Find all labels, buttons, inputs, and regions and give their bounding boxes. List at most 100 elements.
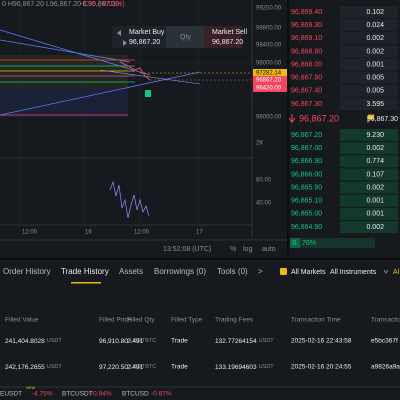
time-tick: 17	[196, 230, 203, 236]
auto-toggle[interactable]: auto	[262, 246, 276, 253]
ask-price: 96,868.00	[291, 61, 322, 68]
chart-toolbar	[0, 240, 287, 258]
checkbox[interactable]	[280, 268, 287, 275]
bid-qty: 0.001	[366, 198, 384, 205]
sell-button[interactable]	[204, 26, 242, 48]
oscillator-line	[109, 180, 150, 219]
bid-qty: 0.002	[366, 145, 384, 152]
down-arrow	[288, 114, 296, 123]
cell-unit: USDT	[130, 338, 146, 344]
bid-depth	[340, 207, 398, 220]
price-tick: 98400.00	[256, 43, 282, 49]
ticker-change: -0.94%	[91, 391, 112, 398]
ask-qty: 0.002	[366, 48, 384, 55]
price-tick: 96000.00	[256, 115, 282, 121]
bid-price: 96,865.00	[291, 211, 322, 218]
history-panel	[0, 260, 400, 400]
bid-price: 96,866.90	[291, 158, 322, 165]
bid-price: 96,864.90	[291, 224, 322, 231]
bid-price: 96,865.90	[291, 184, 322, 191]
ticker-badge: NEW	[26, 385, 36, 390]
tab[interactable]: Tools (0)	[217, 267, 248, 276]
ask-depth	[340, 32, 398, 45]
bid-qty: 0.774	[366, 158, 384, 165]
all-markets[interactable]: All Markets	[291, 269, 326, 276]
indicator-tick: 80.00	[256, 178, 272, 184]
time-tick: 16	[85, 230, 92, 236]
cell-value: 242,176.2655 USDT	[5, 364, 62, 371]
ask-depth	[340, 71, 398, 84]
ticker-symbol[interactable]: BTCUSDT	[62, 391, 93, 398]
ratio-bar	[290, 238, 375, 248]
ask-price: 96,868.80	[291, 48, 322, 55]
bid-price: 96,866.00	[291, 171, 322, 178]
cell-value: 2.491 BTC	[127, 338, 156, 345]
price-badge-label: 96867.20	[256, 78, 282, 84]
ticker-symbol[interactable]: EUSDT	[0, 391, 22, 398]
buy-ratio-label: B	[292, 240, 297, 247]
cell-number: 96,910.80	[99, 338, 128, 345]
buy-price: 96,867.20	[129, 39, 160, 46]
column-header: Trading Fees	[215, 317, 254, 324]
qty-label: Qty	[180, 34, 191, 41]
all-instruments[interactable]: All Instruments	[330, 269, 377, 276]
tab[interactable]: Order History	[3, 267, 51, 276]
ticker-change: -0.87%	[151, 391, 172, 398]
ask-qty: 0.001	[366, 61, 384, 68]
tab[interactable]: Assets	[119, 267, 143, 276]
bid-qty: 0.107	[366, 171, 384, 178]
ask-qty: 0.102	[366, 9, 384, 16]
cell-number: 132.77264154	[215, 338, 257, 345]
bid-depth	[340, 155, 398, 168]
cell-value: 241,404.8028 USDT	[5, 338, 62, 345]
cell: a9826a9a	[371, 364, 400, 371]
tab[interactable]: Borrowings (0)	[154, 267, 206, 276]
column-header: Transactio	[371, 317, 400, 324]
price-tick: 99200.00	[256, 6, 282, 12]
bid-depth	[340, 194, 398, 207]
bid-qty: 0.002	[366, 224, 384, 231]
indicator-tick: 2K	[256, 141, 263, 147]
ask-price: 96,867.90	[291, 75, 322, 82]
bid-depth	[340, 181, 398, 194]
ask-qty: 0.005	[366, 88, 384, 95]
cell-unit: BTC	[145, 364, 156, 370]
ticker-symbol[interactable]: BTCUSD	[122, 391, 149, 398]
bid-price: 96,867.20	[291, 132, 322, 139]
column-header: Transaction Time	[291, 317, 341, 324]
price-badge-label: 96420.00	[256, 86, 282, 92]
ask-depth	[340, 45, 398, 58]
mark-price: 96,867.30	[367, 116, 398, 123]
price-badge	[253, 84, 287, 92]
cell: 2025-02-16 20:24:55	[291, 364, 352, 371]
price-tick: 98800.00	[256, 26, 282, 32]
ticker-change: -4.75%	[32, 391, 53, 398]
column-header: Filled Value	[5, 317, 39, 324]
ratio-badge	[290, 238, 300, 248]
price-badge-label: 97282.14	[256, 71, 282, 77]
cell-unit: USDT	[47, 364, 63, 370]
tab[interactable]: Trade History	[61, 267, 109, 276]
cell-number: 242,176.2655	[5, 364, 45, 371]
cell-unit: USDT	[47, 338, 63, 344]
ask-depth	[340, 58, 398, 71]
log-toggle[interactable]: log	[243, 246, 252, 253]
percent-toggle[interactable]: %	[230, 246, 236, 253]
column-header: Filled Price	[99, 317, 132, 324]
ask-depth	[340, 84, 398, 97]
buy-ratio: 76%	[302, 240, 316, 247]
change: -6.90 (-0.01%)	[80, 1, 125, 8]
cell-value: 133.19694603 USDT	[215, 364, 274, 371]
ask-price: 96,867.40	[291, 88, 322, 95]
more-filter[interactable]: Al	[393, 269, 400, 276]
cell: Trade	[171, 364, 188, 371]
bid-depth	[340, 168, 398, 181]
tab[interactable]: >	[258, 267, 263, 276]
price-drawing	[0, 29, 252, 117]
cell-number: 2.491	[127, 338, 144, 345]
sell-label: Market Sell	[212, 29, 247, 36]
ask-depth	[340, 6, 398, 18]
column-header: Filled Qty	[127, 317, 155, 324]
bid-depth	[340, 142, 398, 155]
ask-price: 96,869.10	[291, 35, 322, 42]
